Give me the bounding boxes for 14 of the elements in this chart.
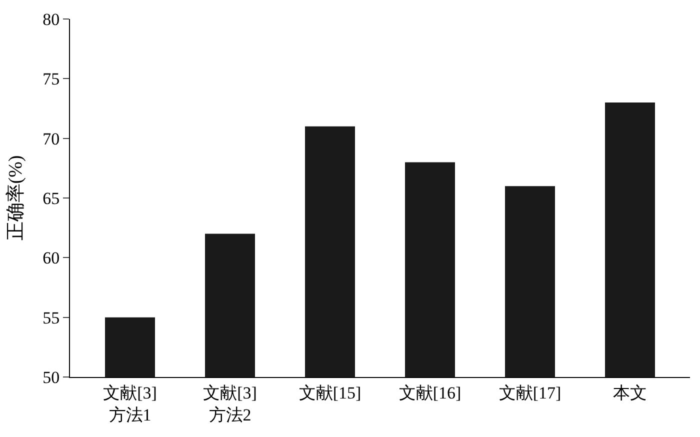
y-tick-label: 60	[42, 248, 60, 268]
x-tick-label: 文献[15]	[298, 383, 362, 402]
y-axis-title: 正确率(%)	[4, 155, 26, 241]
y-tick-label: 75	[42, 70, 60, 89]
x-tick-label: 文献[17]	[498, 383, 562, 402]
x-tick-label: 文献[16]	[398, 383, 462, 402]
x-tick-label: 本文	[613, 383, 647, 402]
y-tick-label: 70	[42, 129, 60, 148]
x-tick-label: 文献[3] 方法1	[103, 383, 157, 424]
y-tick-label: 50	[42, 368, 60, 387]
y-tick-label: 80	[42, 10, 60, 29]
y-tick-label: 55	[42, 308, 60, 328]
y-tick-label: 65	[42, 188, 60, 208]
x-tick-label: 文献[3] 方法2	[203, 383, 257, 424]
